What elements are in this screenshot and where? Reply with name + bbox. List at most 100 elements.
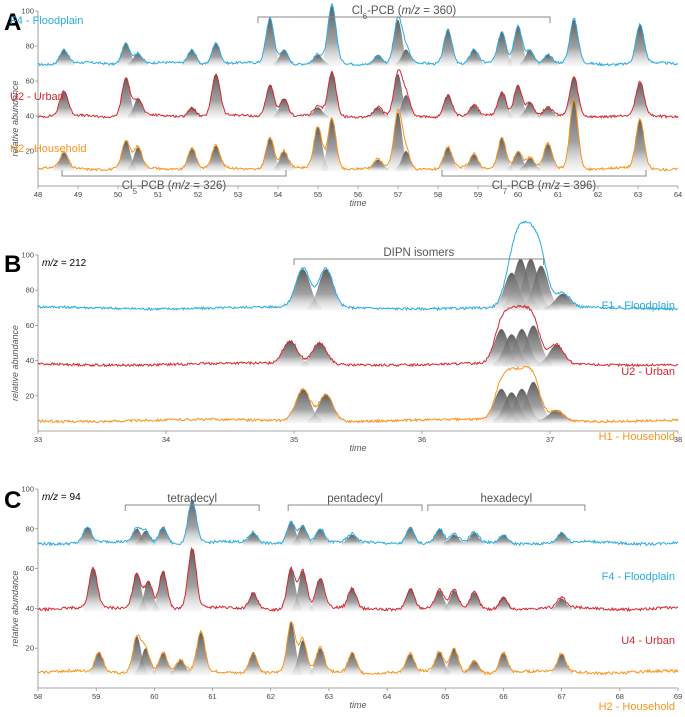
sample-label: H2 - Household (599, 701, 675, 713)
peak-area (115, 42, 137, 67)
peak-area (152, 526, 174, 546)
x-tick-label: 58 (34, 692, 42, 701)
peak-area (537, 54, 559, 67)
peak-area (152, 652, 174, 676)
peak-area (309, 528, 331, 546)
x-tick-label: 33 (34, 435, 42, 444)
peak-area (273, 98, 295, 119)
peak-area (395, 49, 417, 67)
peak-area (115, 140, 137, 172)
x-tick-label: 66 (499, 692, 507, 701)
group-bracket: Cl5-PCB (m/z = 326) (61, 170, 287, 196)
peak-area (367, 159, 389, 172)
peak-area (400, 654, 421, 676)
peak-area (519, 49, 541, 67)
peak-area (181, 107, 203, 119)
x-tick-label: 63 (325, 692, 333, 701)
series-line (38, 3, 679, 67)
series-line (37, 498, 679, 547)
peak-area (321, 72, 343, 119)
y-tick-label: 100 (21, 485, 34, 494)
peak-area (135, 530, 156, 546)
group-bracket: hexadecyl (427, 493, 586, 511)
peak-area (181, 147, 203, 172)
peak-area (284, 269, 322, 311)
peak-area (284, 388, 322, 424)
peak-area (307, 394, 345, 424)
x-axis-title: time (349, 700, 366, 710)
peak-area (82, 568, 104, 612)
peak-area (551, 532, 572, 546)
peak-area (152, 570, 174, 612)
y-tick-label: 60 (26, 564, 34, 573)
peak-area (551, 598, 572, 612)
x-tick-label: 68 (616, 692, 624, 701)
peak-area (563, 98, 585, 172)
peak-area (280, 622, 302, 676)
x-tick-label: 59 (474, 190, 482, 199)
group-bracket: Cl7-PCB (m/z = 396) (441, 170, 647, 196)
x-tick-label: 64 (383, 692, 391, 701)
series-line (37, 546, 679, 613)
series-u2---urban: U2 - Urban (10, 69, 679, 120)
peak-area (507, 25, 529, 67)
bracket-label: pentadecyl (327, 493, 383, 505)
x-tick-label: 61 (208, 692, 216, 701)
peak-area (395, 151, 417, 172)
peak-area (205, 145, 227, 172)
sample-label: U2 - Urban (10, 91, 64, 103)
x-tick-label: 59 (92, 692, 100, 701)
x-tick-label: 35 (290, 435, 298, 444)
x-tick-label: 53 (234, 190, 242, 199)
peak-area (181, 548, 203, 612)
bracket-line (293, 258, 545, 265)
y-tick-label: 40 (26, 356, 34, 365)
peak-area (522, 265, 560, 311)
series-u2---urban: U2 - Urban (37, 304, 679, 378)
y-tick-label: 20 (26, 391, 34, 400)
panel-letter: A (4, 9, 21, 36)
peak-area (205, 74, 227, 119)
sample-label: H1 - Household (599, 431, 675, 443)
peak-area (537, 107, 559, 119)
peak-area (307, 269, 345, 311)
peak-area (181, 49, 203, 67)
series-line (37, 220, 679, 312)
x-tick-label: 54 (274, 190, 282, 199)
peak-area (429, 590, 450, 612)
peak-area (537, 144, 559, 172)
group-bracket: DIPN isomers (293, 247, 545, 265)
y-tick-label: 40 (26, 112, 34, 121)
series-f4---floodplain: F4 - Floodplain (10, 3, 679, 67)
y-tick-label: 60 (26, 77, 34, 86)
peak-area (537, 409, 575, 424)
x-tick-label: 56 (354, 190, 362, 199)
x-tick-label: 69 (674, 692, 682, 701)
x-tick-label: 34 (162, 435, 170, 444)
series-line (37, 365, 679, 424)
peak-area (77, 526, 98, 546)
sample-label: F4 - Floodplain (602, 571, 675, 583)
x-tick-label: 64 (674, 190, 682, 199)
peak-area (395, 95, 417, 119)
peak-area (341, 652, 363, 676)
y-tick-label: 20 (26, 147, 34, 156)
x-tick-label: 55 (314, 190, 322, 199)
bracket-line (61, 170, 287, 177)
y-tick-label: 80 (26, 524, 34, 533)
peak-area (443, 534, 465, 546)
panel-B: B 33 34 35 36 37 38 20 40 60 80 100 time relative abu… (4, 220, 682, 453)
y-tick-label: 60 (26, 321, 34, 330)
peak-area (493, 534, 514, 546)
y-tick-label: 20 (26, 644, 34, 653)
peak-area (551, 654, 572, 676)
peak-area (437, 147, 459, 172)
panel-C: C 58 59 60 61 62 63 64 65 66 67 68 69 20 40 60 80 100 time… (4, 485, 682, 714)
series-h2---household: H2 - Household (10, 97, 678, 172)
y-tick-label: 100 (21, 7, 34, 16)
peak-area (400, 526, 421, 546)
peak-area (491, 137, 513, 172)
bracket-label: Cl5-PCB (m/z = 326) (122, 180, 227, 196)
peak-area (307, 126, 329, 172)
series-line (37, 304, 679, 368)
